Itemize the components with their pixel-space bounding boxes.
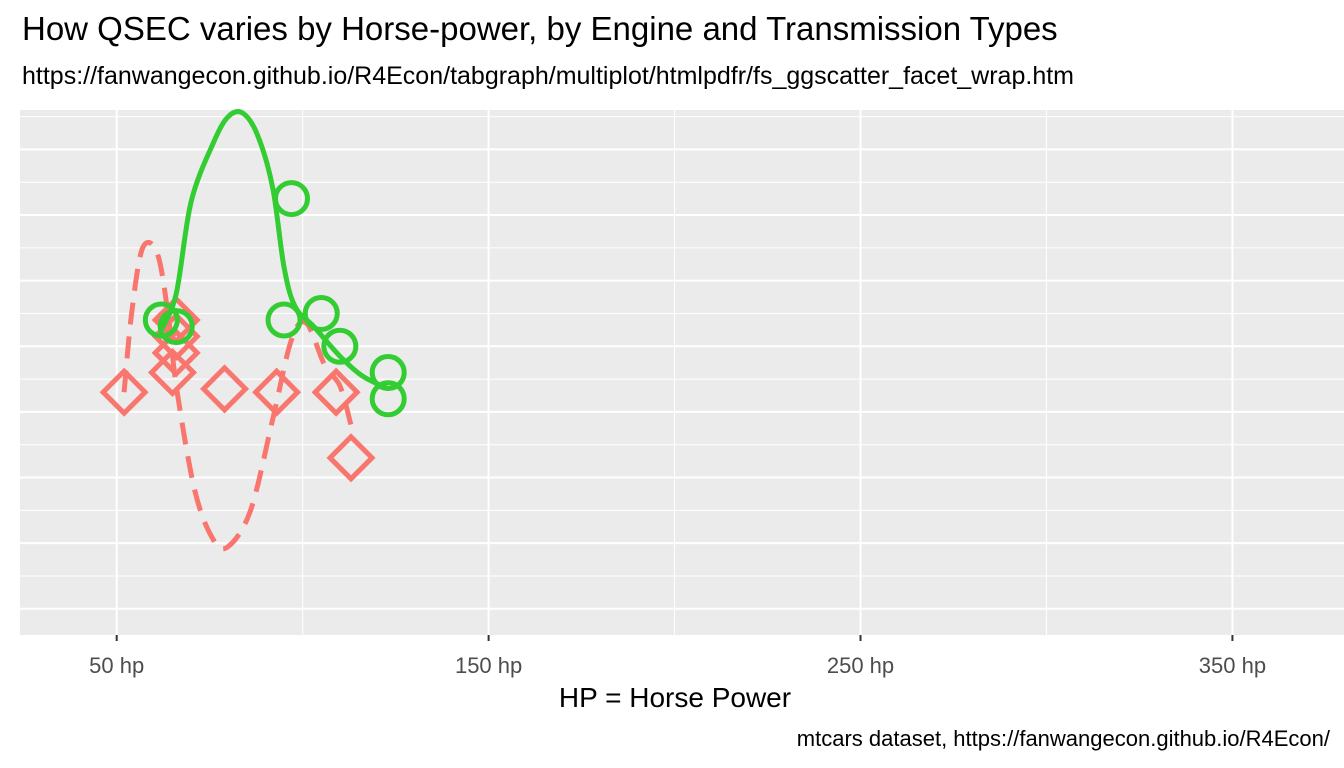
- series-layer: [99, 109, 407, 552]
- series-0: [99, 239, 376, 552]
- series-0-point-6: [252, 367, 302, 417]
- x-tick-label-0: 50 hp: [89, 653, 144, 678]
- series-0-point-4: [147, 347, 198, 398]
- series-0-point-3: [151, 328, 201, 378]
- chart-subtitle: https://fanwangecon.github.io/R4Econ/tab…: [22, 62, 1074, 90]
- x-axis-label: HP = Horse Power: [559, 682, 791, 713]
- series-1-smooth-line: [158, 109, 390, 392]
- x-tick-label-1: 150 hp: [455, 653, 522, 678]
- series-1-point-7: [369, 380, 407, 418]
- series-0-point-8: [326, 433, 376, 483]
- series-0-smooth-line: [121, 239, 354, 552]
- chart-title: How QSEC varies by Horse-power, by Engin…: [22, 10, 1058, 47]
- series-0-point-5: [200, 364, 250, 414]
- series-1-point-4: [302, 294, 340, 332]
- x-tick-label-2: 250 hp: [827, 653, 894, 678]
- series-1-point-1: [157, 308, 195, 346]
- series-1-point-2: [272, 180, 310, 218]
- series-0-point-7: [311, 367, 361, 417]
- x-axis-ticks: 50 hp 150 hp 250 hp 350 hp: [89, 635, 1266, 678]
- chart-caption: mtcars dataset, https://fanwangecon.gith…: [796, 726, 1330, 751]
- minor-gridlines: [20, 110, 1344, 635]
- series-1-point-6: [369, 354, 407, 391]
- x-tick-label-3: 350 hp: [1199, 653, 1266, 678]
- series-1-point-3: [265, 301, 303, 339]
- plot-panel: [20, 110, 1344, 635]
- major-gridlines: [20, 110, 1344, 635]
- series-1-point-5: [321, 327, 359, 365]
- series-0-point-0: [99, 367, 149, 417]
- series-1: [142, 109, 407, 418]
